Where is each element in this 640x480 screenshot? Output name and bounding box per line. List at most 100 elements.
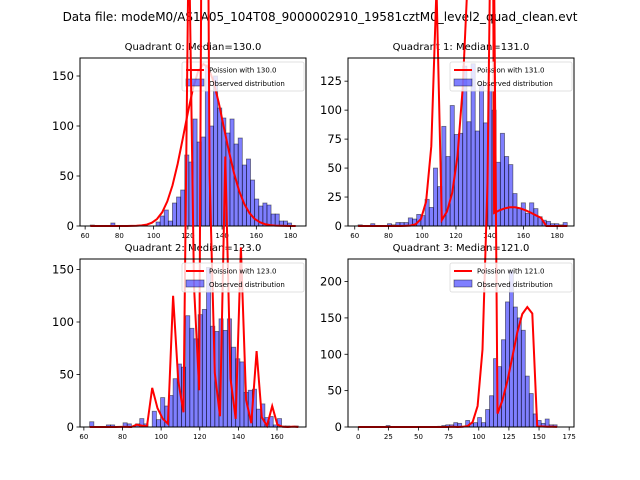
histogram-bar: [167, 220, 173, 227]
histogram-bar: [481, 422, 486, 428]
subplot-title: Quadrant 1: Median=131.0: [393, 42, 530, 53]
legend-label-observed: Observed distribution: [209, 281, 285, 289]
subplot-title: Quadrant 0: Median=130.0: [125, 42, 262, 53]
histogram-bar: [520, 329, 526, 428]
x-tick-label: 80: [384, 232, 393, 240]
histogram-bar: [516, 208, 522, 227]
histogram-bar: [239, 361, 245, 428]
y-tick-label: 25: [327, 190, 342, 204]
x-tick-label: 120: [181, 232, 194, 240]
y-tick-label: 0: [67, 219, 74, 233]
legend-label-poisson: Poission with 131.0: [477, 67, 545, 75]
histogram-bar: [200, 136, 206, 227]
histogram-bar: [504, 156, 510, 227]
histogram-bar: [512, 306, 518, 428]
histogram-bar: [489, 395, 494, 428]
y-tick-label: 0: [67, 420, 74, 434]
y-tick-label: 50: [327, 161, 342, 175]
y-tick-label: 75: [327, 132, 342, 146]
x-tick-label: 50: [414, 433, 423, 441]
y-tick-label: 50: [59, 169, 74, 183]
histogram-bar: [163, 209, 169, 227]
x-tick-label: 175: [562, 433, 575, 441]
histogram-bar: [525, 212, 531, 227]
x-tick-label: 25: [384, 433, 393, 441]
axes-frame: [347, 258, 575, 428]
histogram-bar: [256, 408, 262, 428]
histogram-bar: [520, 202, 526, 227]
legend-label-poisson: Poission with 130.0: [209, 67, 277, 75]
legend-bar-swatch: [453, 279, 473, 288]
subplot-3: Quadrant 3: Median=121.0 0 50 100 150 200 0 25 5…: [320, 0, 576, 441]
subplot-1: Quadrant 1: Median=131.0 0 25 50 75 100 125 60 8…: [320, 0, 575, 240]
histogram-bar: [172, 202, 177, 227]
y-tick-label: 150: [52, 69, 74, 83]
x-tick-label: 100: [154, 433, 167, 441]
legend-box: [449, 262, 573, 293]
histogram-bar: [516, 317, 522, 428]
histogram-bar: [428, 207, 434, 227]
y-tick-label: 100: [52, 315, 74, 329]
histogram-bar: [512, 193, 518, 227]
histogram-bar: [189, 327, 195, 428]
x-tick-label: 100: [147, 232, 160, 240]
y-tick-label: 50: [59, 368, 74, 382]
y-tick-label: 100: [52, 119, 74, 133]
legend-bar-swatch: [185, 279, 205, 288]
x-tick-label: 160: [517, 232, 530, 240]
histogram-bar: [466, 121, 472, 227]
histogram-bar: [246, 158, 251, 227]
x-tick-label: 80: [118, 433, 127, 441]
x-tick-label: 180: [550, 232, 563, 240]
x-tick-label: 60: [79, 433, 88, 441]
histogram-bar: [237, 137, 243, 227]
legend: Poission with 131.0 Observed distribution: [449, 61, 573, 92]
histogram-bar: [445, 156, 451, 227]
subplot-0: Quadrant 0: Median=130.0 0 50 100 150 60 80 100…: [52, 42, 307, 240]
y-tick-label: 100: [320, 103, 342, 117]
legend-box: [181, 262, 305, 293]
histogram-bar: [185, 315, 191, 428]
histogram-bar: [505, 301, 510, 428]
axes-frame: [79, 258, 307, 428]
x-tick-label: 0: [356, 433, 360, 441]
y-tick-label: 50: [327, 384, 342, 398]
y-tick-label: 0: [335, 219, 342, 233]
histogram-bar: [528, 393, 534, 428]
histogram-bar: [217, 107, 223, 227]
y-tick-label: 150: [52, 263, 74, 277]
x-tick-label: 120: [449, 232, 462, 240]
legend-label-observed: Observed distribution: [209, 80, 285, 88]
legend-box: [181, 61, 305, 92]
x-tick-label: 140: [483, 232, 496, 240]
histogram-bar: [201, 308, 207, 428]
y-tick-label: 150: [320, 311, 342, 325]
legend: Poission with 121.0 Observed distribution: [449, 262, 573, 293]
histogram-bar: [449, 105, 455, 227]
x-tick-label: 120: [193, 433, 206, 441]
histogram-bar: [485, 409, 490, 428]
x-tick-label: 60: [350, 232, 359, 240]
x-tick-label: 75: [444, 433, 453, 441]
legend: Poission with 123.0 Observed distribution: [181, 262, 305, 293]
figure-suptitle: Data file: modeM0/AS1A05_104T08_90000029…: [63, 10, 578, 24]
histogram-bar: [473, 422, 478, 428]
histogram-bar: [222, 329, 228, 428]
histogram-bar: [508, 270, 514, 428]
x-tick-label: 60: [81, 232, 90, 240]
histogram-bar: [508, 164, 514, 227]
x-tick-label: 180: [284, 232, 297, 240]
y-tick-label: 0: [335, 420, 342, 434]
histogram-bar: [159, 215, 165, 227]
legend-label-poisson: Poission with 123.0: [209, 268, 277, 276]
x-tick-label: 160: [250, 232, 263, 240]
legend-label-observed: Observed distribution: [477, 281, 553, 289]
histogram-bars: [385, 270, 558, 428]
x-tick-label: 140: [232, 433, 245, 441]
x-tick-label: 125: [502, 433, 515, 441]
histogram-bar: [274, 213, 280, 227]
histogram-bars: [89, 64, 293, 227]
x-tick-label: 100: [416, 232, 429, 240]
x-tick-label: 150: [532, 433, 545, 441]
